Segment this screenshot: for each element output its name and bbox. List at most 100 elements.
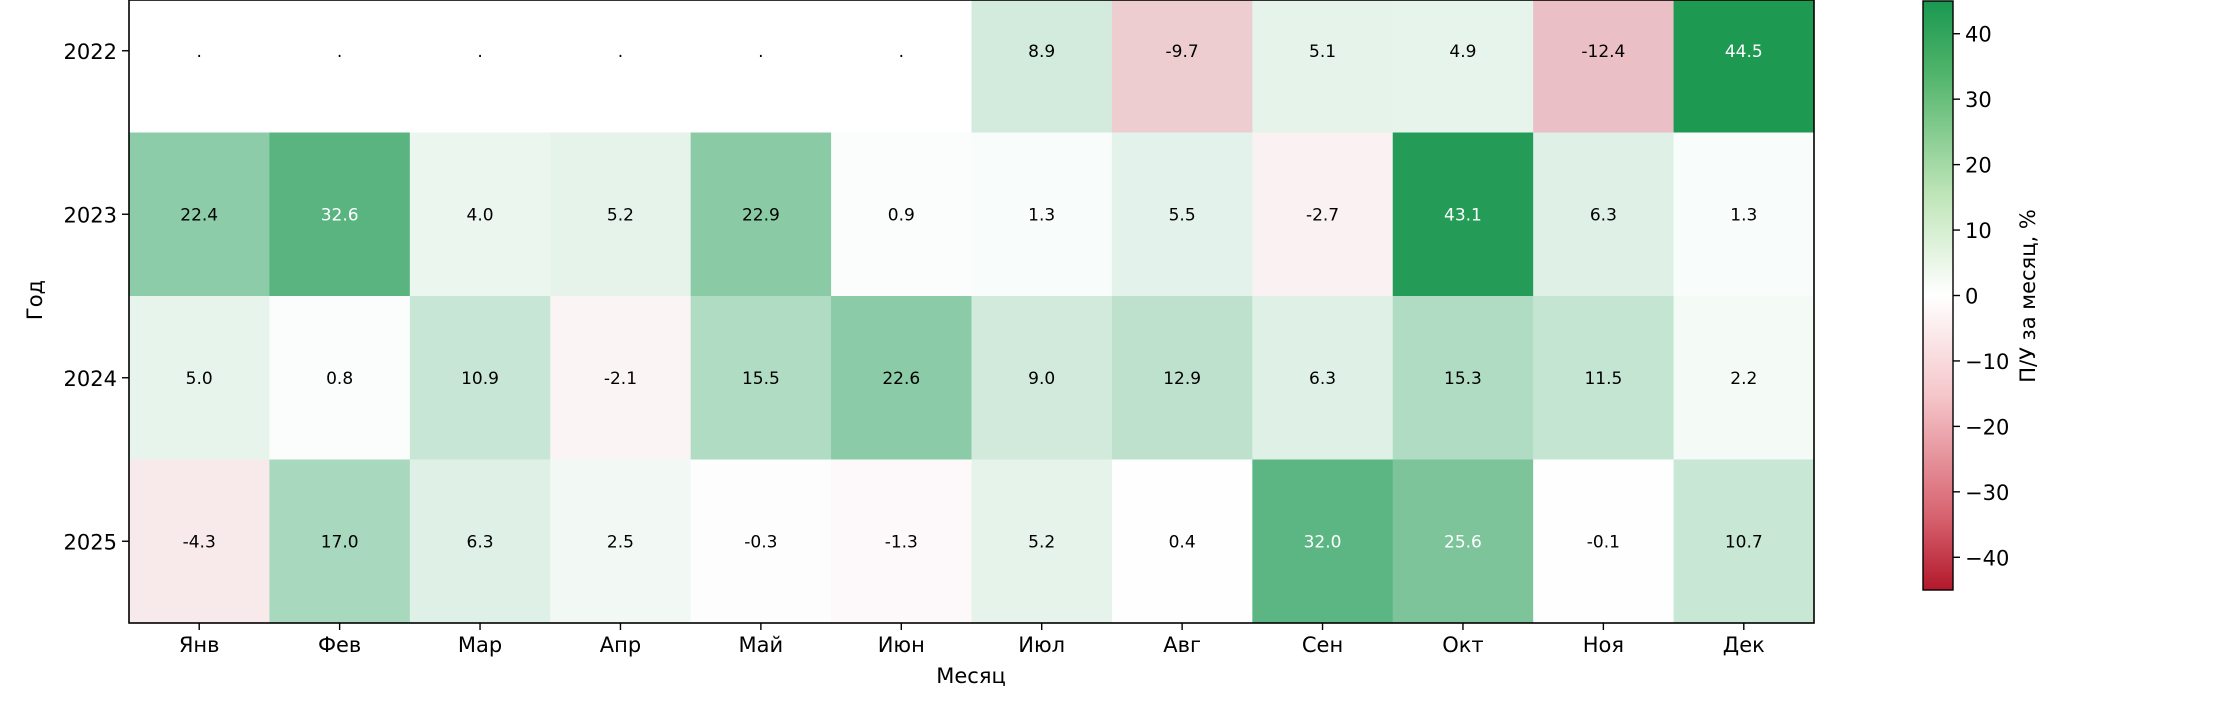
heatmap-cell [831, 0, 972, 133]
colorbar-tick-label: 0 [1965, 285, 1978, 309]
y-tick-label: 2024 [64, 367, 117, 391]
colorbar-tick-label: −20 [1965, 415, 2009, 439]
cell-value-label: 5.2 [1028, 532, 1055, 552]
heatmap-cell [1673, 0, 1815, 133]
cell-value-label: 2.5 [607, 532, 634, 552]
cell-value-label: 6.3 [1309, 369, 1336, 389]
cell-value-label: -4.3 [183, 532, 216, 552]
heatmap-cell [1392, 132, 1534, 297]
cell-value-label: 4.9 [1449, 42, 1476, 62]
cell-value-label: 4.0 [467, 205, 494, 225]
x-tick-label: Мар [458, 633, 502, 657]
colorbar-tick-label: 20 [1965, 154, 1992, 178]
heatmap-cell [1673, 132, 1815, 297]
heatmap-cell [1111, 296, 1253, 460]
cell-value-label: 2.2 [1730, 369, 1757, 389]
cell-value-label: 6.3 [1590, 205, 1617, 225]
heatmap-cell [269, 459, 411, 624]
cell-value-label: . [197, 42, 202, 62]
heatmap-cell [1252, 459, 1394, 624]
colorbar-tick-label: −10 [1965, 350, 2009, 374]
cell-value-label: 5.0 [186, 369, 213, 389]
heatmap-cell [690, 132, 832, 297]
x-tick-label: Дек [1723, 633, 1765, 657]
heatmap-cell [690, 459, 832, 624]
colorbar [1922, 0, 1954, 591]
colorbar-tick-label: 40 [1965, 23, 1992, 47]
heatmap-cell [1533, 0, 1675, 133]
heatmap-cell [971, 0, 1113, 133]
x-axis-label: Месяц [936, 664, 1006, 688]
cell-value-label: 5.1 [1309, 42, 1336, 62]
cell-value-label: 10.7 [1725, 532, 1763, 552]
heatmap-cell [129, 132, 270, 297]
heatmap-cell [409, 0, 551, 133]
cell-value-label: 5.5 [1169, 205, 1196, 225]
cell-value-label: -0.1 [1587, 532, 1620, 552]
x-tick-label: Ноя [1583, 633, 1624, 657]
heatmap-cell [1252, 296, 1394, 460]
heatmap-cell [1392, 296, 1534, 460]
heatmap-cell [1111, 132, 1253, 297]
heatmap-cell [409, 296, 551, 460]
cell-value-label: 10.9 [461, 369, 499, 389]
cell-value-label: 1.3 [1028, 205, 1055, 225]
heatmap-cell [1392, 459, 1534, 624]
cell-value-label: 11.5 [1584, 369, 1622, 389]
x-tick-label: Май [739, 633, 784, 657]
heatmap-cell [409, 132, 551, 297]
y-tick-label: 2025 [64, 530, 117, 554]
heatmap-cell [831, 296, 972, 460]
heatmap-cell [129, 459, 270, 624]
heatmap-cell [1392, 0, 1534, 133]
cell-value-label: 22.9 [742, 205, 780, 225]
cell-value-label: 1.3 [1730, 205, 1757, 225]
x-axis-ticks: Янв Фев Мар Апр Май Июн Июл Авг Сен Окт Ноя Дек [179, 623, 1765, 657]
cell-value-label: -1.3 [885, 532, 918, 552]
heatmap-cell [1252, 0, 1394, 133]
cell-value-label: -2.7 [1306, 205, 1339, 225]
heatmap-cell [1673, 296, 1815, 460]
colorbar-tick-label: 30 [1965, 88, 1992, 112]
heatmap-cell [831, 459, 972, 624]
y-axis-label: Год [23, 280, 47, 320]
heatmap-cell [971, 132, 1113, 297]
heatmap-cell [550, 132, 692, 297]
colorbar-tick-label: 10 [1965, 219, 1992, 243]
cell-value-label: . [477, 42, 482, 62]
y-tick-label: 2023 [64, 203, 117, 227]
cell-value-label: 15.3 [1444, 369, 1482, 389]
colorbar-label: П/У за месяц, % [2016, 209, 2040, 383]
heatmap-cell [269, 132, 411, 297]
colorbar-tick-label: −40 [1965, 546, 2009, 570]
heatmap-cell [690, 0, 832, 133]
x-tick-label: Окт [1442, 633, 1483, 657]
heatmap-cell [269, 296, 411, 460]
heatmap-cell [1533, 296, 1675, 460]
heatmap-cell [1673, 459, 1815, 624]
heatmap-cell [129, 0, 270, 133]
heatmap-cell [1111, 459, 1253, 624]
cell-value-label: -12.4 [1581, 42, 1625, 62]
y-axis-ticks: 2022 2023 2024 2025 [64, 40, 129, 554]
x-tick-label: Июл [1018, 633, 1065, 657]
x-tick-label: Фев [318, 633, 361, 657]
cell-value-label: 43.1 [1444, 205, 1482, 225]
cell-value-label: 6.3 [467, 532, 494, 552]
x-tick-label: Июн [878, 633, 925, 657]
cell-value-label: -2.1 [604, 369, 637, 389]
heatmap-cell [971, 296, 1113, 460]
cell-value-label: . [758, 42, 763, 62]
cell-value-label: 25.6 [1444, 532, 1482, 552]
heatmap-cell [831, 132, 972, 297]
cell-value-label: . [899, 42, 904, 62]
cell-value-label: -9.7 [1166, 42, 1199, 62]
heatmap-cells: ...... 8.9 -9.7 5.1 4.9 -12.4 44.5 22.4 32.6 4.0 5… [129, 0, 1815, 624]
heatmap-cell [409, 459, 551, 624]
cell-value-label: 9.0 [1028, 369, 1055, 389]
cell-value-label: 32.0 [1304, 532, 1342, 552]
cell-value-label: 0.8 [326, 369, 353, 389]
y-tick-label: 2022 [64, 40, 117, 64]
cell-value-label: 8.9 [1028, 42, 1055, 62]
